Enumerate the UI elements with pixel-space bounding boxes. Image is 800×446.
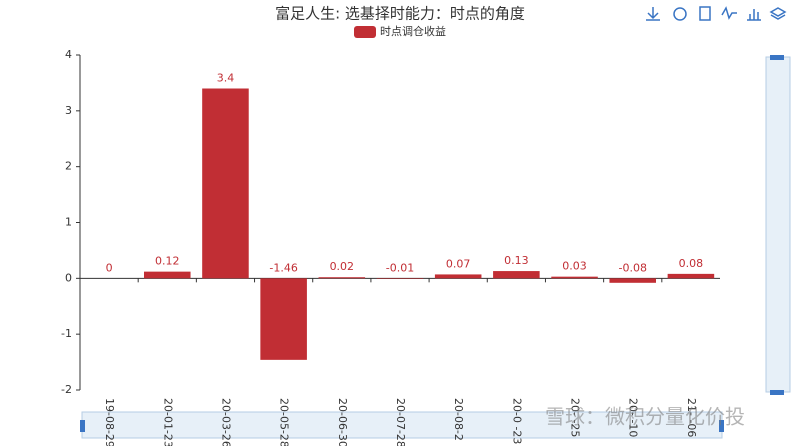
data-label: 0.08 bbox=[679, 257, 704, 270]
bar bbox=[260, 278, 307, 360]
y-tick-label: 1 bbox=[65, 216, 72, 229]
bar bbox=[318, 277, 366, 279]
x-tick-label: 20- -10 bbox=[627, 398, 640, 437]
x-tick-label: 20-06-30 bbox=[336, 398, 349, 446]
zoom-handle[interactable] bbox=[80, 420, 85, 432]
bar bbox=[551, 276, 598, 279]
bar-icon[interactable] bbox=[747, 9, 761, 21]
y-tick-label: -1 bbox=[61, 327, 72, 340]
bar bbox=[376, 278, 424, 279]
y-tick-label: 2 bbox=[65, 160, 72, 173]
x-tick-label: 20-05-28 bbox=[278, 398, 291, 446]
data-label: 3.4 bbox=[217, 72, 235, 85]
legend-label: 时点调仓收益 bbox=[380, 24, 446, 38]
data-view-icon[interactable] bbox=[699, 6, 711, 21]
x-tick-label: 20-0 -23 bbox=[510, 398, 523, 444]
chart-title: 富足人生: 选基择时能力：时点的角度 bbox=[275, 5, 525, 23]
x-tick-label: 20-07-28 bbox=[394, 398, 407, 446]
data-label: 0.02 bbox=[330, 260, 355, 273]
x-tick-label: 20-03-26 bbox=[219, 398, 232, 446]
x-tick-label: 19-08-29 bbox=[103, 398, 116, 446]
x-zoom[interactable] bbox=[80, 411, 724, 439]
refresh-icon[interactable] bbox=[673, 7, 687, 21]
y-tick-label: 4 bbox=[65, 48, 72, 61]
data-label: 0.07 bbox=[446, 257, 471, 270]
stack-icon[interactable] bbox=[769, 7, 787, 20]
zoom-track[interactable] bbox=[81, 411, 723, 439]
legend-swatch bbox=[354, 26, 376, 38]
data-label: 0.13 bbox=[504, 254, 529, 267]
zoom-handle[interactable] bbox=[770, 55, 784, 60]
zoom-handle[interactable] bbox=[719, 420, 724, 432]
bar bbox=[202, 88, 249, 279]
bar bbox=[493, 271, 540, 279]
x-tick-label: 20-01-23 bbox=[161, 398, 174, 446]
data-label: 0.03 bbox=[562, 260, 587, 273]
data-label: 0 bbox=[106, 261, 113, 274]
data-label: -1.46 bbox=[269, 261, 297, 274]
x-tick-label: 20- -25 bbox=[569, 398, 582, 437]
y-tick-label: 3 bbox=[65, 104, 72, 117]
y-tick-label: -2 bbox=[61, 383, 72, 396]
bar bbox=[609, 278, 656, 283]
watermark: 雪球：微积分量化价投 bbox=[545, 405, 745, 429]
x-tick-label: 20-08-2 bbox=[452, 398, 465, 441]
line-icon[interactable] bbox=[721, 6, 737, 20]
zoom-handle[interactable] bbox=[770, 390, 784, 395]
data-label: -0.08 bbox=[618, 261, 646, 274]
save-icon[interactable] bbox=[646, 7, 660, 21]
bar bbox=[434, 274, 482, 279]
data-label: 0.12 bbox=[155, 255, 180, 268]
y-tick-label: 0 bbox=[65, 271, 72, 284]
toolbox[interactable] bbox=[646, 6, 787, 21]
data-label: -0.01 bbox=[386, 261, 414, 274]
bar bbox=[144, 271, 191, 279]
bar bbox=[667, 273, 715, 279]
y-zoom[interactable] bbox=[765, 55, 791, 395]
x-tick-label: 21- -06 bbox=[685, 398, 698, 437]
zoom-track[interactable] bbox=[765, 56, 791, 393]
